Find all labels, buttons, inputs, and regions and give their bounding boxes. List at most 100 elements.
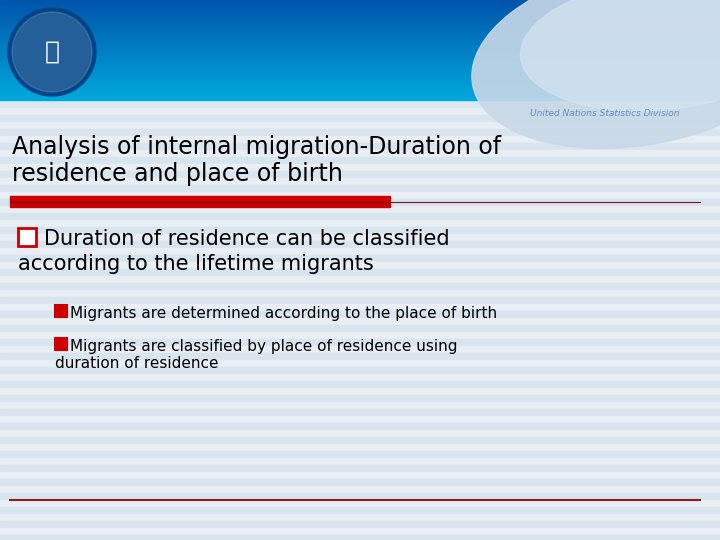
Bar <box>0 514 720 521</box>
Bar <box>0 276 720 283</box>
Bar <box>0 92 720 94</box>
Bar <box>0 164 720 171</box>
Bar <box>0 136 720 143</box>
Bar <box>0 325 720 332</box>
Bar <box>0 416 720 423</box>
Text: duration of residence: duration of residence <box>55 356 218 371</box>
Bar <box>0 437 720 444</box>
Bar <box>0 255 720 262</box>
Bar <box>0 213 720 220</box>
Bar <box>0 4 720 6</box>
Circle shape <box>12 12 92 92</box>
Bar <box>0 374 720 381</box>
Bar <box>0 234 720 241</box>
Bar <box>0 10 720 12</box>
Bar <box>0 20 720 22</box>
Bar <box>0 88 720 90</box>
Bar <box>0 381 720 388</box>
Bar <box>0 22 720 24</box>
Bar <box>0 58 720 60</box>
Bar <box>0 500 720 507</box>
Bar <box>0 402 720 409</box>
Bar <box>0 143 720 150</box>
Bar <box>0 72 720 74</box>
Bar <box>0 129 720 136</box>
Bar <box>0 290 720 297</box>
Bar <box>0 54 720 56</box>
Bar <box>0 465 720 472</box>
Bar <box>0 66 720 68</box>
Text: Migrants are classified by place of residence using: Migrants are classified by place of resi… <box>70 339 457 354</box>
Bar <box>0 84 720 86</box>
Bar <box>0 56 720 58</box>
Bar <box>0 171 720 178</box>
Bar <box>0 60 720 62</box>
Bar <box>0 479 720 486</box>
Bar <box>0 34 720 36</box>
Bar <box>0 395 720 402</box>
Bar <box>0 42 720 44</box>
Bar <box>0 26 720 28</box>
Bar <box>0 32 720 34</box>
Bar <box>0 64 720 66</box>
Bar <box>0 311 720 318</box>
Bar <box>0 44 720 46</box>
Bar <box>0 76 720 78</box>
Bar <box>0 241 720 248</box>
Bar <box>0 108 720 115</box>
Bar <box>0 150 720 157</box>
FancyBboxPatch shape <box>55 305 67 317</box>
Bar <box>0 50 720 52</box>
Bar <box>0 332 720 339</box>
Text: 🌐: 🌐 <box>45 40 60 64</box>
Bar <box>0 36 720 38</box>
Bar <box>0 14 720 16</box>
Bar <box>0 80 720 82</box>
Text: according to the lifetime migrants: according to the lifetime migrants <box>18 254 374 274</box>
Bar <box>0 346 720 353</box>
Text: residence and place of birth: residence and place of birth <box>12 162 343 186</box>
Bar <box>0 304 720 311</box>
Bar <box>0 269 720 276</box>
Bar <box>0 0 720 2</box>
Bar <box>0 115 720 122</box>
Bar <box>0 16 720 18</box>
Bar <box>0 409 720 416</box>
Bar <box>0 283 720 290</box>
Bar <box>0 90 720 92</box>
Text: Duration of residence can be classified: Duration of residence can be classified <box>44 229 449 249</box>
Bar <box>0 248 720 255</box>
Bar <box>0 262 720 269</box>
Bar <box>0 28 720 30</box>
Bar <box>0 38 720 40</box>
Bar <box>0 206 720 213</box>
Bar <box>0 486 720 493</box>
Bar <box>0 70 720 72</box>
Bar <box>0 8 720 10</box>
Bar <box>0 521 720 528</box>
Bar <box>0 78 720 80</box>
Bar <box>0 157 720 164</box>
Bar <box>0 227 720 234</box>
Bar <box>0 68 720 70</box>
FancyBboxPatch shape <box>18 228 36 246</box>
Bar <box>0 178 720 185</box>
Bar <box>0 339 720 346</box>
Bar <box>0 122 720 129</box>
Bar <box>0 30 720 32</box>
Bar <box>0 528 720 535</box>
Ellipse shape <box>472 0 720 148</box>
Bar <box>0 507 720 514</box>
Bar <box>0 353 720 360</box>
Bar <box>0 86 720 88</box>
Bar <box>0 12 720 14</box>
Bar <box>0 62 720 64</box>
Bar <box>0 46 720 48</box>
Bar <box>0 360 720 367</box>
Bar <box>0 52 720 54</box>
Bar <box>0 96 720 98</box>
Bar <box>0 458 720 465</box>
Bar <box>0 297 720 304</box>
Bar <box>0 430 720 437</box>
Text: Analysis of internal migration-Duration of: Analysis of internal migration-Duration … <box>12 135 501 159</box>
